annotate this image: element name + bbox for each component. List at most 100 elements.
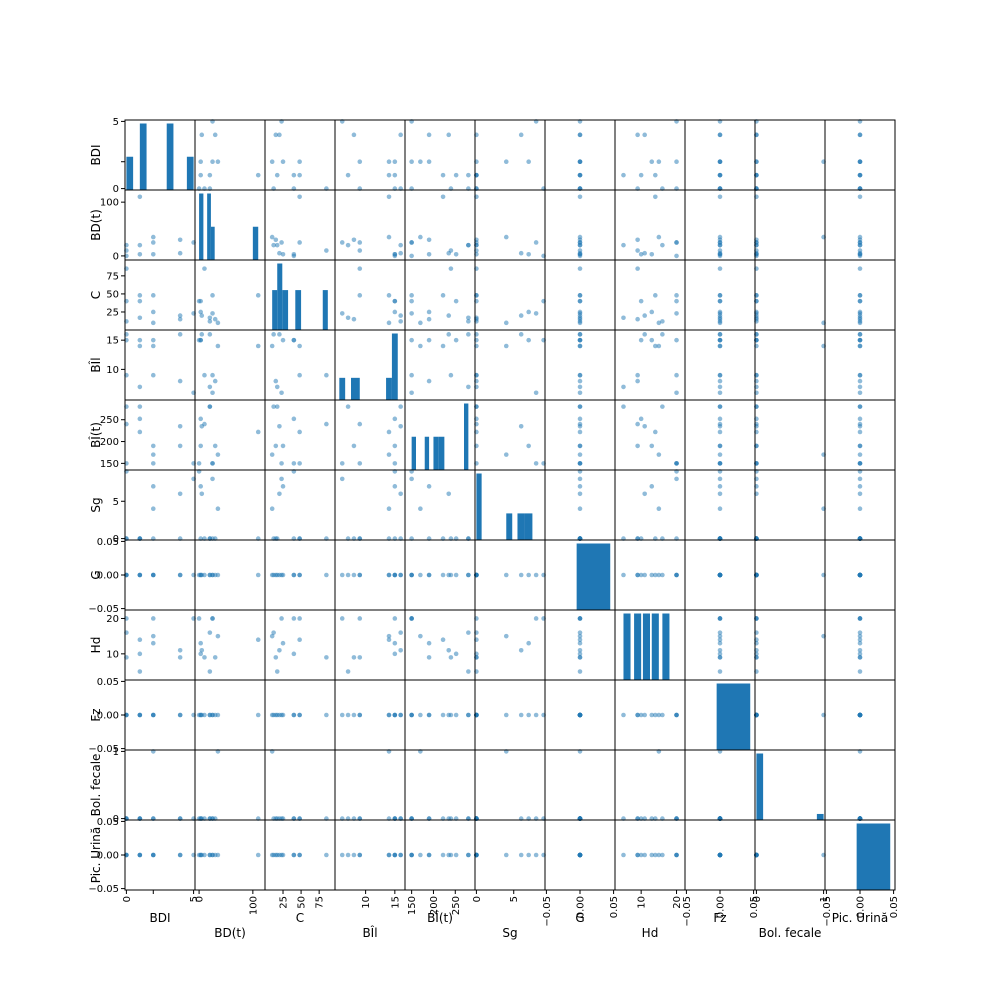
scatter-point <box>357 572 363 578</box>
scatter-point <box>577 343 583 349</box>
scatter-point <box>273 237 279 243</box>
scatter-point <box>357 240 363 245</box>
scatter-point <box>277 332 282 337</box>
y-tick-label: 0.00 <box>97 571 119 582</box>
cell-frame <box>404 119 476 191</box>
scatter-point <box>177 491 183 497</box>
scatter-point <box>409 572 414 578</box>
scatter-point <box>653 172 658 178</box>
cell-frame <box>264 399 336 471</box>
scatter-point <box>577 159 583 165</box>
x-tick-label: 0.05 <box>749 896 760 918</box>
scatter-point <box>277 423 282 429</box>
y-axis-label: Hd <box>89 637 103 654</box>
scatter-point <box>137 404 143 409</box>
scatter-point <box>418 633 423 639</box>
scatter-point <box>297 852 302 858</box>
hist-bar <box>252 226 259 260</box>
cell-frame <box>754 539 826 611</box>
scatter-point <box>426 640 432 646</box>
scatter-point <box>577 852 583 858</box>
scatter-point <box>440 572 446 578</box>
scatter-point <box>215 320 221 326</box>
scatter-point <box>621 404 626 409</box>
scatter-point <box>273 655 279 660</box>
scatter-point <box>255 637 261 642</box>
cell-frame <box>334 259 406 331</box>
scatter-point <box>212 443 218 449</box>
scatter-point <box>392 572 398 578</box>
scatter-point <box>577 416 583 422</box>
scatter-point <box>577 476 583 482</box>
cell-frame <box>124 749 196 821</box>
scatter-point <box>635 266 640 271</box>
scatter-point <box>503 852 509 858</box>
cell-frame <box>194 469 266 541</box>
scatter-point <box>207 332 213 337</box>
x-tick-label: 0.00 <box>576 896 587 918</box>
scatter-point <box>857 372 863 378</box>
scatter-point <box>656 343 662 349</box>
scatter-point <box>297 429 302 435</box>
scatter-point <box>656 712 662 718</box>
scatter-point <box>660 572 665 578</box>
scatter-point <box>198 337 204 343</box>
hist-bar <box>282 290 289 330</box>
cell-frame <box>614 399 686 471</box>
scatter-point <box>857 316 863 322</box>
scatter-point <box>398 572 403 578</box>
scatter-point <box>269 633 275 639</box>
scatter-point <box>621 315 626 321</box>
scatter-point <box>212 572 218 578</box>
scatter-point <box>453 251 459 257</box>
scatter-point <box>357 293 363 298</box>
scatter-point <box>448 372 454 378</box>
scatter-point <box>198 712 204 718</box>
scatter-point <box>207 669 213 674</box>
scatter-point <box>518 572 524 578</box>
scatter-point <box>577 172 583 178</box>
scatter-point <box>255 572 261 578</box>
scatter-point <box>533 572 539 578</box>
scatter-point <box>198 852 204 858</box>
scatter-point <box>297 159 302 165</box>
hist-bar <box>295 290 302 330</box>
scatter-point <box>717 404 723 409</box>
scatter-point <box>642 852 647 858</box>
scatter-point <box>660 404 665 409</box>
scatter-point <box>857 237 863 243</box>
scatter-point <box>409 298 414 304</box>
scatter-point <box>210 372 215 378</box>
scatter-point <box>717 132 723 138</box>
cell-frame <box>754 119 826 191</box>
scatter-point <box>503 452 509 457</box>
scatter-point <box>518 648 524 653</box>
scatter-point <box>426 378 432 384</box>
scatter-point <box>345 242 351 248</box>
x-tick-label: 0 <box>195 896 206 902</box>
scatter-point <box>345 315 351 321</box>
scatter-point <box>177 712 183 718</box>
cell-frame <box>404 679 476 751</box>
y-tick-label: 25 <box>106 307 119 318</box>
scatter-point <box>577 316 583 322</box>
scatter-point <box>150 640 156 646</box>
scatter-point <box>279 476 284 482</box>
hist-bar <box>476 473 482 540</box>
scatter-point <box>533 240 539 245</box>
scatter-point <box>198 309 204 315</box>
scatter-point <box>653 293 658 298</box>
scatter-point <box>717 172 723 178</box>
scatter-point <box>409 311 414 316</box>
scatter-point <box>526 443 531 449</box>
scatter-point <box>409 476 414 482</box>
hist-bar <box>126 156 134 190</box>
scatter-point <box>150 337 156 343</box>
scatter-point <box>717 332 723 337</box>
scatter-point <box>446 572 452 578</box>
scatter-point <box>150 712 156 718</box>
cell-frame <box>614 119 686 191</box>
cell-frame <box>404 819 476 891</box>
y-tick-label: 150 <box>100 459 119 470</box>
hist-bar <box>433 436 439 470</box>
